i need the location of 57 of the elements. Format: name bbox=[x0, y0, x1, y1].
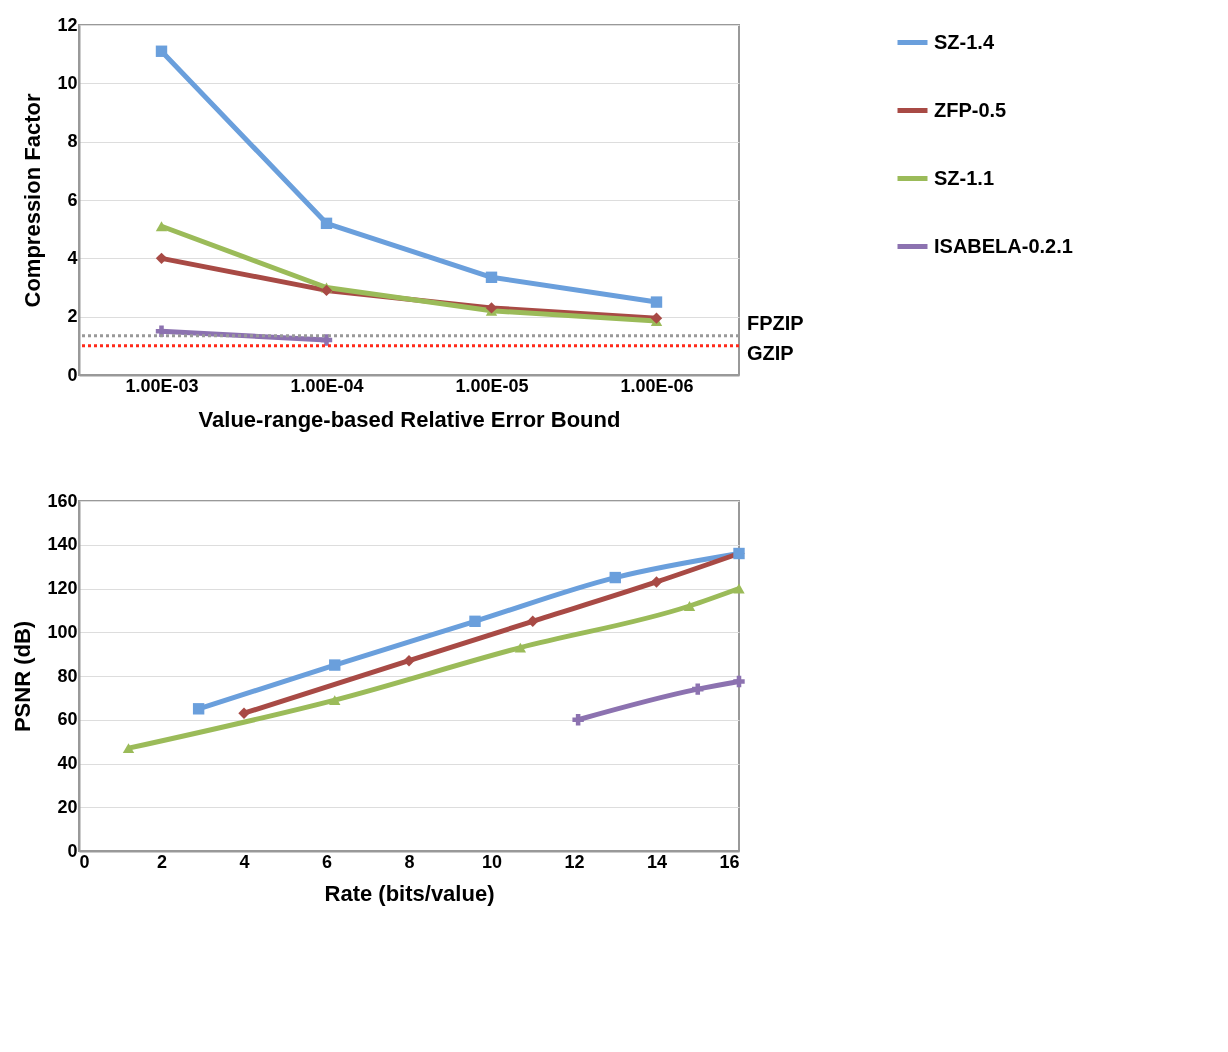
y-tick-label: 12 bbox=[57, 14, 78, 35]
x-axis-title: Rate (bits/value) bbox=[324, 880, 495, 906]
y-tick-label: 40 bbox=[57, 753, 78, 773]
legend-label: ZFP-0.5 bbox=[934, 98, 1007, 121]
point bbox=[485, 271, 498, 283]
point bbox=[683, 601, 696, 611]
point bbox=[320, 284, 333, 297]
x-tick-label: 4 bbox=[239, 851, 250, 872]
point bbox=[320, 217, 333, 230]
y-tick-label: 20 bbox=[57, 796, 78, 817]
y-tick-label: 140 bbox=[47, 534, 78, 555]
point bbox=[609, 571, 621, 584]
x-tick-label: 16 bbox=[719, 851, 740, 872]
y-axis-title: PSNR (dB) bbox=[10, 620, 36, 733]
legend-label: SZ-1.4 bbox=[934, 30, 995, 53]
x-tick-label: 14 bbox=[646, 851, 668, 872]
x-tick-label: 2 bbox=[156, 851, 168, 872]
y-tick-label: 80 bbox=[57, 665, 78, 686]
point bbox=[155, 221, 168, 232]
point bbox=[733, 675, 745, 688]
point bbox=[155, 45, 168, 57]
point bbox=[329, 659, 341, 671]
ref-line-label: GZIP bbox=[747, 341, 794, 364]
point bbox=[122, 743, 135, 754]
ref-line-label: FPZIP bbox=[747, 311, 804, 334]
legend-label: SZ-1.1 bbox=[934, 166, 995, 189]
point bbox=[238, 707, 250, 719]
x-tick-label: 6 bbox=[321, 851, 333, 872]
x-tick-label: 1.00E-03 bbox=[125, 375, 199, 396]
y-tick-label: 4 bbox=[67, 247, 78, 268]
x-tick-label: 12 bbox=[564, 851, 585, 872]
y-tick-label: 60 bbox=[57, 709, 78, 730]
point bbox=[192, 703, 205, 715]
y-tick-label: 6 bbox=[67, 189, 78, 210]
y-tick-label: 100 bbox=[47, 621, 78, 642]
y-tick-label: 10 bbox=[57, 72, 78, 93]
point bbox=[403, 654, 415, 667]
point bbox=[733, 583, 745, 594]
legend-label: ISABELA-0.2.1 bbox=[934, 234, 1073, 257]
point bbox=[527, 615, 539, 628]
x-tick-label: 1.00E-05 bbox=[455, 375, 529, 396]
point bbox=[692, 683, 704, 695]
point bbox=[650, 312, 663, 324]
y-tick-label: 8 bbox=[67, 131, 78, 152]
x-tick-label: 1.00E-06 bbox=[620, 375, 694, 396]
y-tick-label: 120 bbox=[47, 578, 78, 598]
y-tick-label: 160 bbox=[47, 490, 78, 511]
x-tick-label: 8 bbox=[404, 851, 415, 872]
x-tick-label: 1.00E-04 bbox=[290, 375, 364, 396]
x-axis-title: Value-range-based Relative Error Bound bbox=[198, 406, 621, 432]
point bbox=[572, 714, 584, 726]
x-tick-label: 10 bbox=[481, 851, 503, 872]
point bbox=[329, 695, 341, 705]
y-tick-label: 2 bbox=[67, 306, 78, 327]
point bbox=[469, 615, 481, 628]
point bbox=[650, 296, 663, 308]
y-axis-title: Compression Factor bbox=[20, 93, 46, 308]
